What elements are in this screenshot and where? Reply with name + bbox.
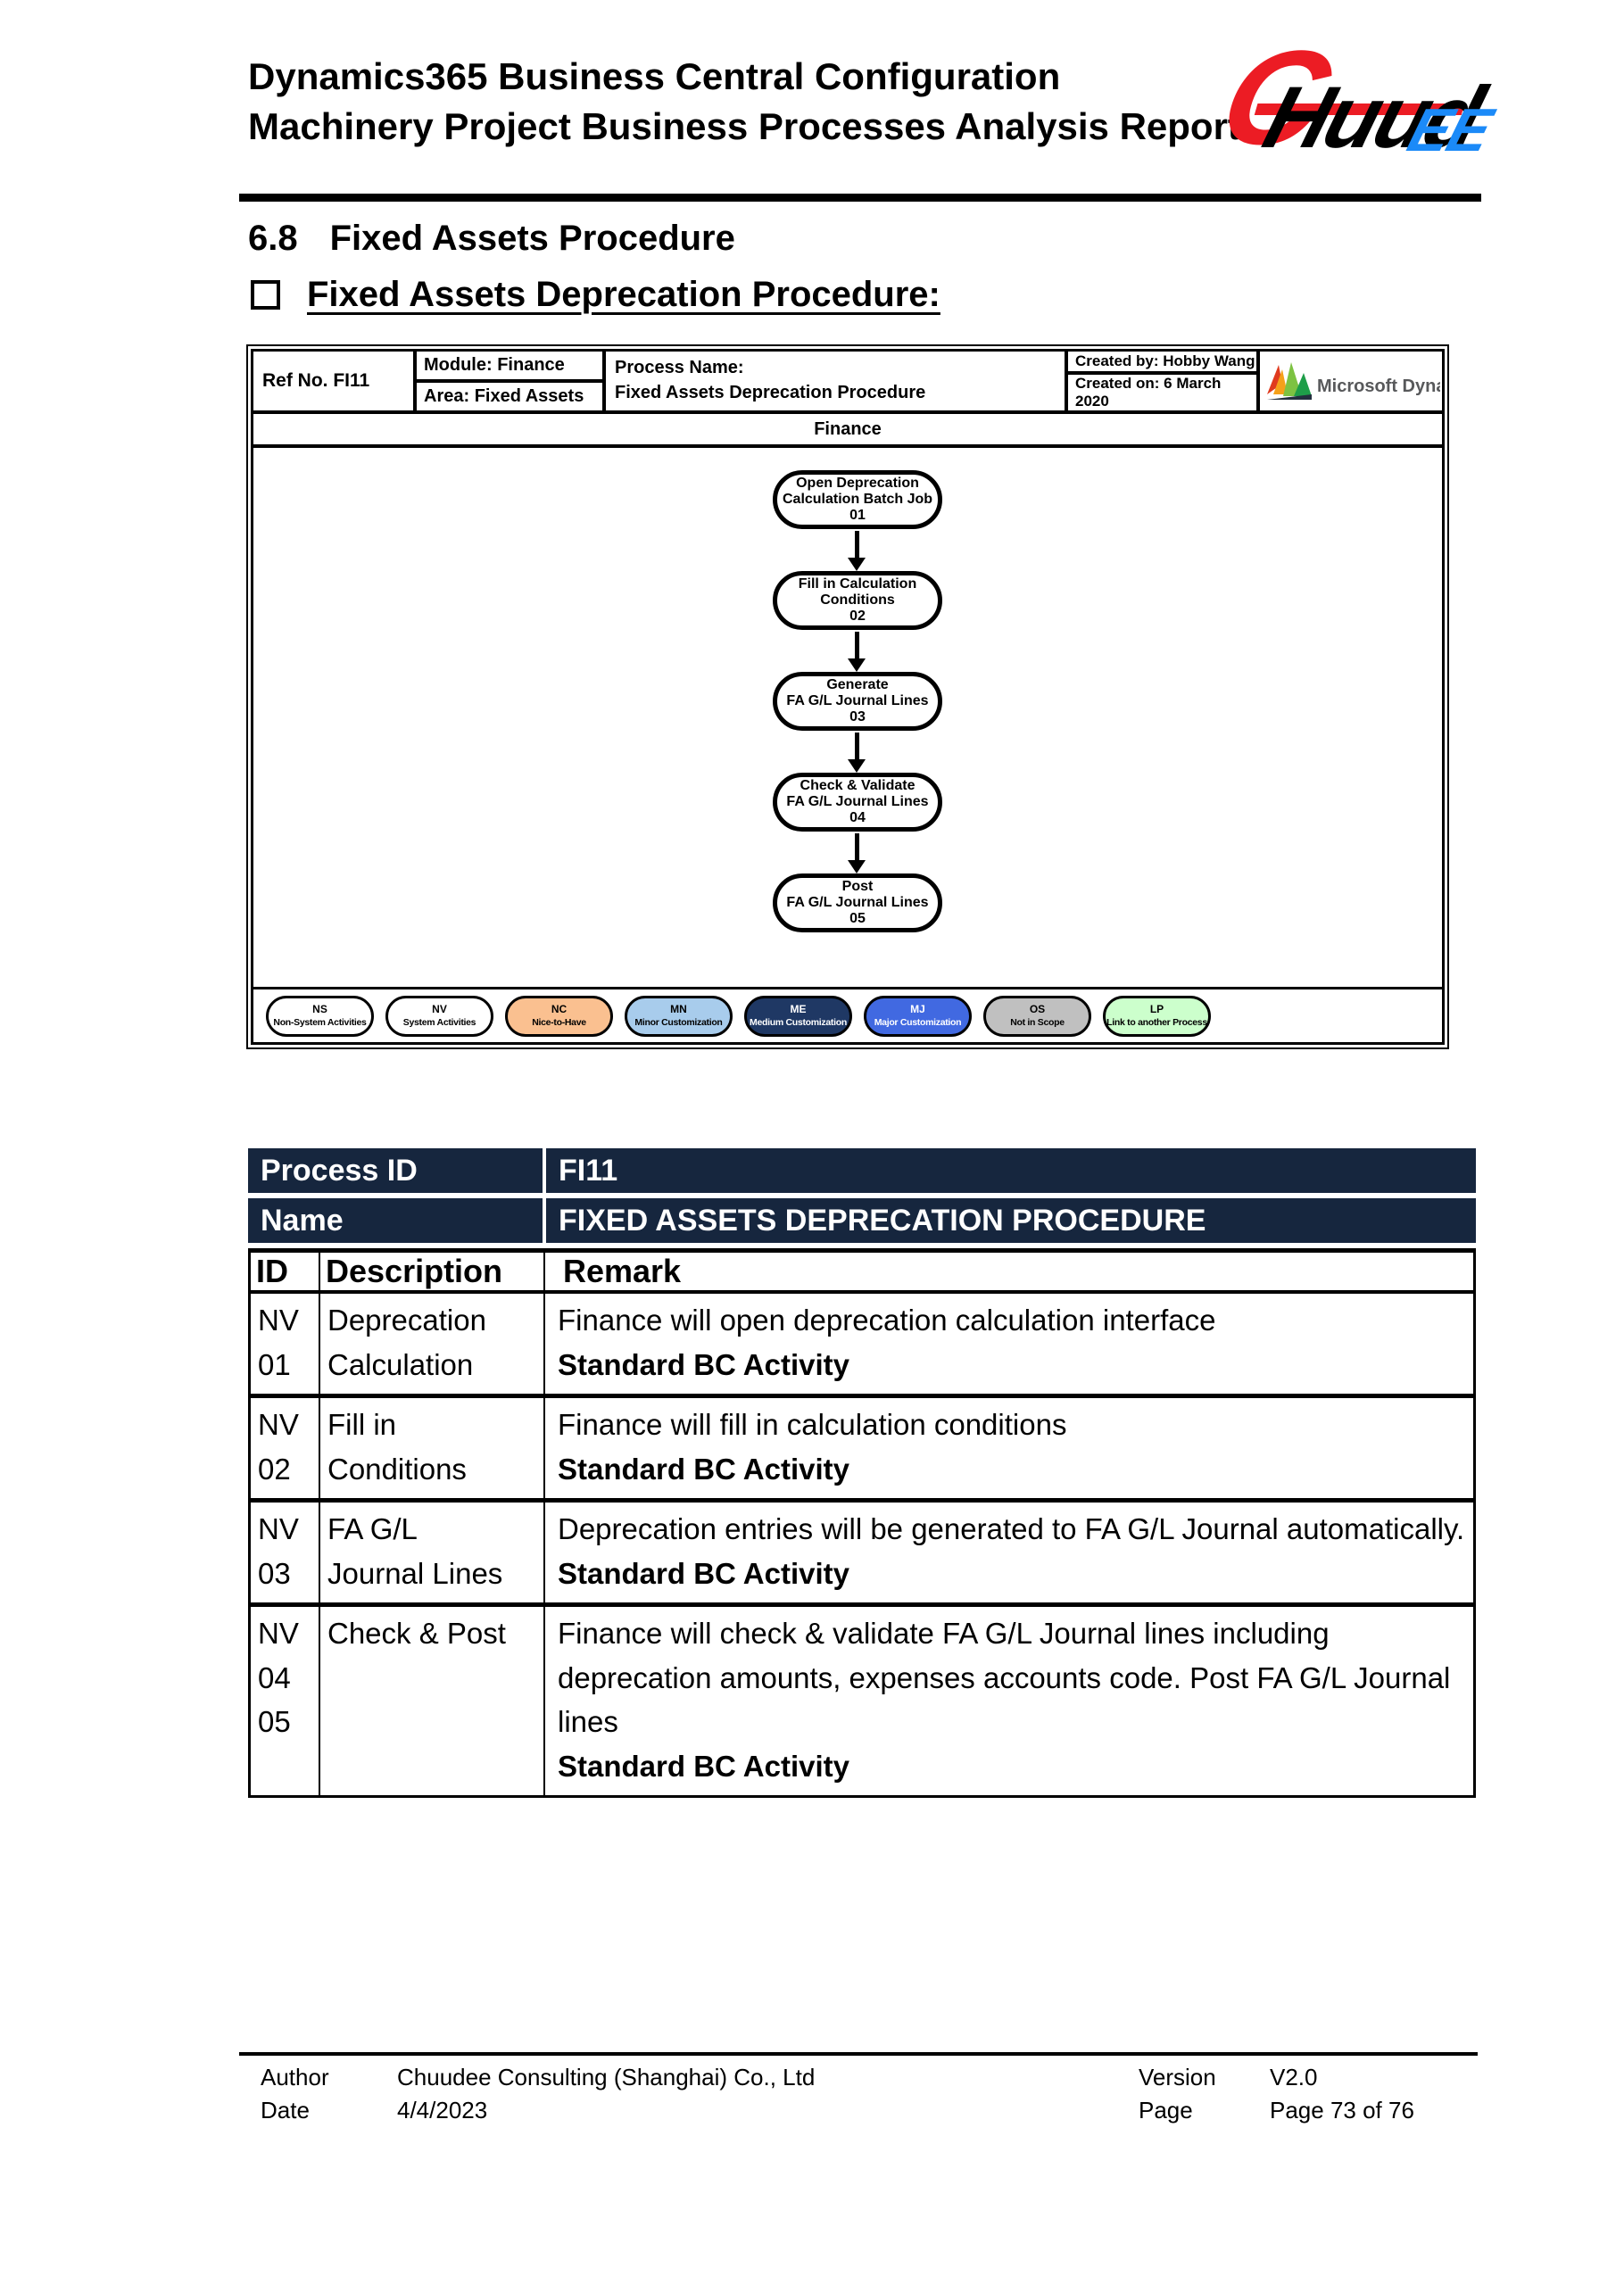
checkbox-icon	[251, 280, 280, 310]
col-header-id: ID	[251, 1253, 320, 1290]
process-table: Process ID FI11 Name FIXED ASSETS DEPREC…	[248, 1148, 1476, 1798]
cell-remark: Deprecation entries will be generated to…	[558, 1512, 1465, 1590]
doc-title-line1: Dynamics365 Business Central Configurati…	[248, 55, 1061, 97]
module-cell: Module: Finance	[417, 352, 602, 383]
footer-author-label: Author	[261, 2064, 329, 2090]
legend-item-ns: NS Non-System Activities	[266, 995, 374, 1037]
flow-node-03: Generate FA G/L Journal Lines 03	[773, 672, 942, 731]
legend-item-mj: MJ Major Customization	[864, 995, 972, 1037]
process-name-cell: Process Name: Fixed Assets Deprecation P…	[606, 352, 1068, 410]
table-row: NV 02 Fill in Conditions Finance will fi…	[251, 1398, 1473, 1503]
flow-node-02: Fill in Calculation Conditions 02	[773, 571, 942, 630]
legend-item-me: ME Medium Customization	[744, 995, 852, 1037]
flow-arrow	[848, 531, 866, 571]
ms-dynamics-icon: Microsoft Dynamics	[1267, 362, 1440, 400]
footer-version-label: Version	[1139, 2064, 1216, 2090]
cell-id: NV 01	[251, 1294, 320, 1394]
flowchart-legend: NS Non-System Activities NV System Activ…	[253, 987, 1442, 1042]
created-on-cell: Created on: 6 March 2020	[1075, 375, 1222, 410]
flow-arrow	[848, 632, 866, 672]
flow-arrow	[848, 733, 866, 773]
swimlane-header: Finance	[253, 414, 1442, 448]
flow-node-01: Open Deprecation Calculation Batch Job 0…	[773, 470, 942, 529]
section-title: Fixed Assets Procedure	[329, 219, 735, 258]
flow-arrow	[848, 833, 866, 873]
legend-item-nv: NV System Activities	[385, 995, 493, 1037]
footer-version-value: V2.0	[1270, 2064, 1318, 2090]
name-label: Name	[248, 1198, 543, 1243]
cell-description: Deprecation Calculation	[320, 1294, 545, 1394]
doc-title: Dynamics365 Business Central Configurati…	[248, 52, 1240, 152]
footer-author-value: Chuudee Consulting (Shanghai) Co., Ltd	[397, 2064, 816, 2090]
process-id-label: Process ID	[248, 1148, 543, 1193]
flow-node-04: Check & Validate FA G/L Journal Lines 04	[773, 773, 942, 832]
col-header-remark: Remark	[563, 1253, 682, 1289]
footer-page-value: Page 73 of 76	[1270, 2097, 1414, 2124]
table-row: NV 04 05 Check & Post Finance will check…	[251, 1607, 1473, 1795]
flow-node-05: Post FA G/L Journal Lines 05	[773, 873, 942, 932]
process-id-value: FI11	[546, 1148, 1476, 1193]
cell-remark: Finance will fill in calculation conditi…	[558, 1408, 1067, 1486]
cell-description: FA G/L Journal Lines	[320, 1503, 545, 1602]
footer-date-label: Date	[261, 2097, 310, 2124]
created-cell: Created by: Hobby Wang Created on: 6 Mar…	[1068, 352, 1260, 410]
cell-id: NV 03	[251, 1503, 320, 1602]
subsection-heading: Fixed Assets Deprecation Procedure:	[251, 275, 940, 315]
cell-id: NV 02	[251, 1398, 320, 1498]
ms-dynamics-label: Microsoft Dynamics	[1317, 377, 1440, 396]
cell-remark: Finance will check & validate FA G/L Jou…	[558, 1617, 1451, 1783]
ref-no-cell: Ref No. FI11	[253, 352, 417, 410]
process-name-value: Fixed Assets Deprecation Procedure	[615, 383, 926, 402]
footer-page-label: Page	[1139, 2097, 1193, 2124]
legend-item-nc: NC Nice-to-Have	[505, 995, 613, 1037]
cell-remark: Finance will open deprecation calculatio…	[558, 1304, 1216, 1381]
section-heading: 6.8 Fixed Assets Procedure	[248, 219, 735, 259]
footer-rule	[239, 2052, 1478, 2056]
legend-item-mn: MN Minor Customization	[625, 995, 733, 1037]
cell-description: Check & Post	[320, 1607, 545, 1795]
table-header-row: ID Description Remark	[251, 1253, 1473, 1294]
flow-area: Open Deprecation Calculation Batch Job 0…	[253, 448, 1442, 987]
area-cell: Area: Fixed Assets	[424, 386, 584, 406]
table-row: NV 01 Deprecation Calculation Finance wi…	[251, 1294, 1473, 1398]
chuudee-logo-ee: EE	[1400, 96, 1498, 164]
table-row: NV 03 FA G/L Journal Lines Deprecation e…	[251, 1503, 1473, 1607]
section-number: 6.8	[248, 219, 298, 258]
flowchart: Ref No. FI11 Module: Finance Area: Fixed…	[246, 344, 1449, 1049]
cell-id: NV 04 05	[251, 1607, 320, 1795]
header-rule	[239, 194, 1481, 202]
subsection-title: Fixed Assets Deprecation Procedure:	[307, 275, 940, 314]
process-id-row: Process ID FI11	[248, 1148, 1476, 1193]
table-grid: ID Description Remark NV 01 Deprecation …	[248, 1248, 1476, 1798]
doc-title-line2: Machinery Project Business Processes Ana…	[248, 105, 1240, 147]
ms-dynamics-logo: Microsoft Dynamics	[1260, 352, 1442, 410]
module-area-cell: Module: Finance Area: Fixed Assets	[417, 352, 606, 410]
legend-item-os: OS Not in Scope	[983, 995, 1091, 1037]
name-row: Name FIXED ASSETS DEPRECATION PROCEDURE	[248, 1198, 1476, 1243]
col-header-description: Description	[320, 1253, 545, 1290]
cell-description: Fill in Conditions	[320, 1398, 545, 1498]
chuudee-logo: C Huud EE	[1201, 22, 1498, 187]
flowchart-header: Ref No. FI11 Module: Finance Area: Fixed…	[253, 352, 1442, 414]
name-value: FIXED ASSETS DEPRECATION PROCEDURE	[546, 1198, 1476, 1243]
created-by-cell: Created by: Hobby Wang	[1068, 352, 1256, 375]
footer-date-value: 4/4/2023	[397, 2097, 488, 2124]
process-name-label: Process Name:	[615, 358, 744, 377]
legend-item-lp: LP Link to another Process	[1103, 995, 1211, 1037]
